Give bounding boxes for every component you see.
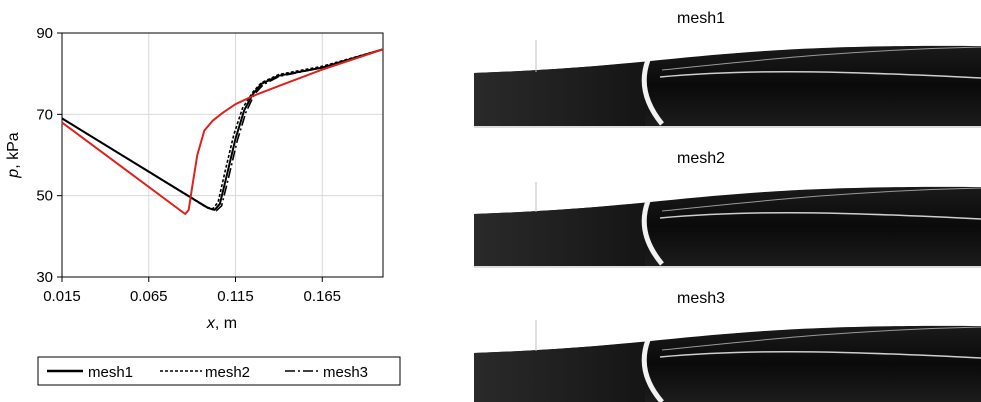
legend-label-mesh1: mesh1	[88, 364, 133, 381]
legend: mesh1 mesh2 mesh3	[37, 356, 401, 386]
mesh3-title: mesh3	[676, 290, 726, 307]
y-tick-label: 50	[36, 188, 53, 205]
series-mesh2	[61, 48, 384, 210]
x-tick-label: 0.015	[43, 288, 81, 305]
plot-area-border	[61, 32, 384, 278]
mesh2-title: mesh2	[676, 150, 726, 167]
mesh3-flow-image	[474, 320, 981, 402]
y-axis-title: p, kPa	[5, 132, 22, 178]
tick-labels: 0.015 0.065 0.115 0.165 30 50 70 90	[36, 25, 341, 305]
y-tick-label: 90	[36, 25, 53, 42]
legend-box	[37, 356, 401, 386]
x-axis-title: x, m	[206, 315, 237, 332]
mesh1-title: mesh1	[676, 10, 726, 27]
series-red	[61, 48, 384, 215]
legend-label-mesh2: mesh2	[205, 364, 250, 381]
mesh2-flow-image	[474, 182, 981, 268]
series-layer	[61, 48, 384, 215]
y-tick-label: 30	[36, 269, 53, 286]
y-tick-label: 70	[36, 106, 53, 123]
x-tick-label: 0.065	[130, 288, 168, 305]
series-mesh3	[61, 48, 384, 212]
mesh1-flow-image	[474, 40, 981, 128]
grid	[61, 32, 383, 278]
legend-label-mesh3: mesh3	[323, 364, 368, 381]
x-tick-label: 0.115	[217, 288, 253, 305]
x-tick-label: 0.165	[303, 288, 341, 305]
